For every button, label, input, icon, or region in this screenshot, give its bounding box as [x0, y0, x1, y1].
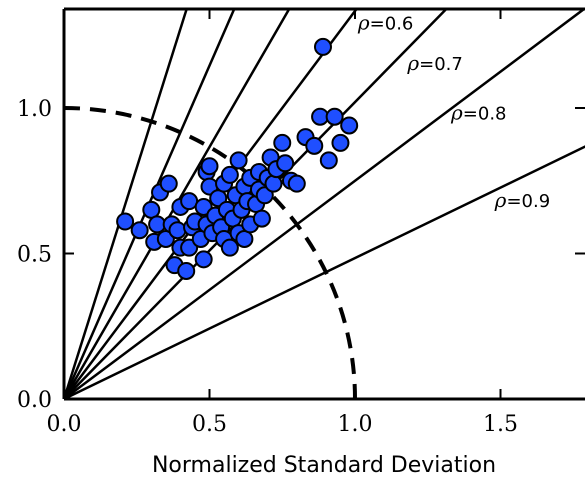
x-tick-label-3: 1.5: [483, 412, 518, 437]
rho-value: =0.6: [370, 13, 414, 34]
data-point-0: [116, 212, 135, 231]
correlation-label-4: ρ=0.7: [406, 51, 462, 75]
data-point-1: [130, 221, 149, 240]
data-point-10: [168, 221, 187, 240]
correlation-line-6: [64, 145, 585, 399]
correlation-label-5: ρ=0.8: [450, 101, 506, 125]
rho-value: =0.8: [463, 104, 507, 125]
scatter-points: [116, 37, 359, 280]
correlation-line-5: [64, 9, 585, 399]
data-point-64: [340, 116, 359, 135]
data-point-13: [177, 261, 196, 280]
y-tick-label-2: 1.0: [17, 97, 52, 122]
rho-value: =0.9: [506, 191, 550, 212]
y-tick-label-1: 0.5: [17, 243, 52, 268]
x-axis-title: Normalized Standard Deviation: [152, 453, 496, 478]
data-point-24: [200, 157, 219, 176]
y-axis-ticks: 0.00.51.01.5: [17, 97, 585, 413]
x-tick-label-2: 1.0: [338, 412, 373, 437]
correlation-label-6: ρ=0.9: [494, 188, 550, 212]
rho-value: =0.7: [419, 54, 463, 75]
data-point-54: [276, 154, 295, 173]
data-point-33: [220, 165, 239, 184]
correlation-label-3: ρ=0.6: [357, 10, 413, 34]
rho-symbol: ρ: [357, 10, 370, 34]
data-point-63: [331, 133, 350, 152]
rho-symbol: ρ: [406, 51, 419, 75]
data-point-32: [220, 238, 239, 257]
data-point-36: [229, 151, 248, 170]
data-point-53: [273, 133, 292, 152]
reference-std-arc: [64, 106, 357, 399]
x-tick-label-1: 0.5: [192, 412, 227, 437]
correlation-labels: ρ=0.3ρ=0.4ρ=0.5ρ=0.6ρ=0.7ρ=0.8ρ=0.9: [357, 10, 550, 212]
x-tick-label-0: 0.0: [47, 412, 82, 437]
plot-frame: [62, 7, 585, 401]
data-point-61: [319, 151, 338, 170]
data-point-60: [313, 37, 332, 56]
y-tick-label-0: 0.0: [17, 388, 52, 413]
rho-symbol: ρ: [494, 188, 507, 212]
reference-arc-layer: [64, 106, 357, 399]
correlation-line-1: [64, 9, 236, 399]
data-point-6: [159, 174, 178, 193]
data-point-62: [325, 107, 344, 126]
data-point-19: [194, 250, 213, 269]
data-point-56: [287, 174, 306, 193]
rho-symbol: ρ: [450, 101, 463, 125]
data-point-58: [305, 136, 324, 155]
x-axis-ticks: 0.0 0.5 1.0 1.5: [47, 9, 518, 437]
data-point-47: [252, 209, 271, 228]
data-point-51: [264, 174, 283, 193]
